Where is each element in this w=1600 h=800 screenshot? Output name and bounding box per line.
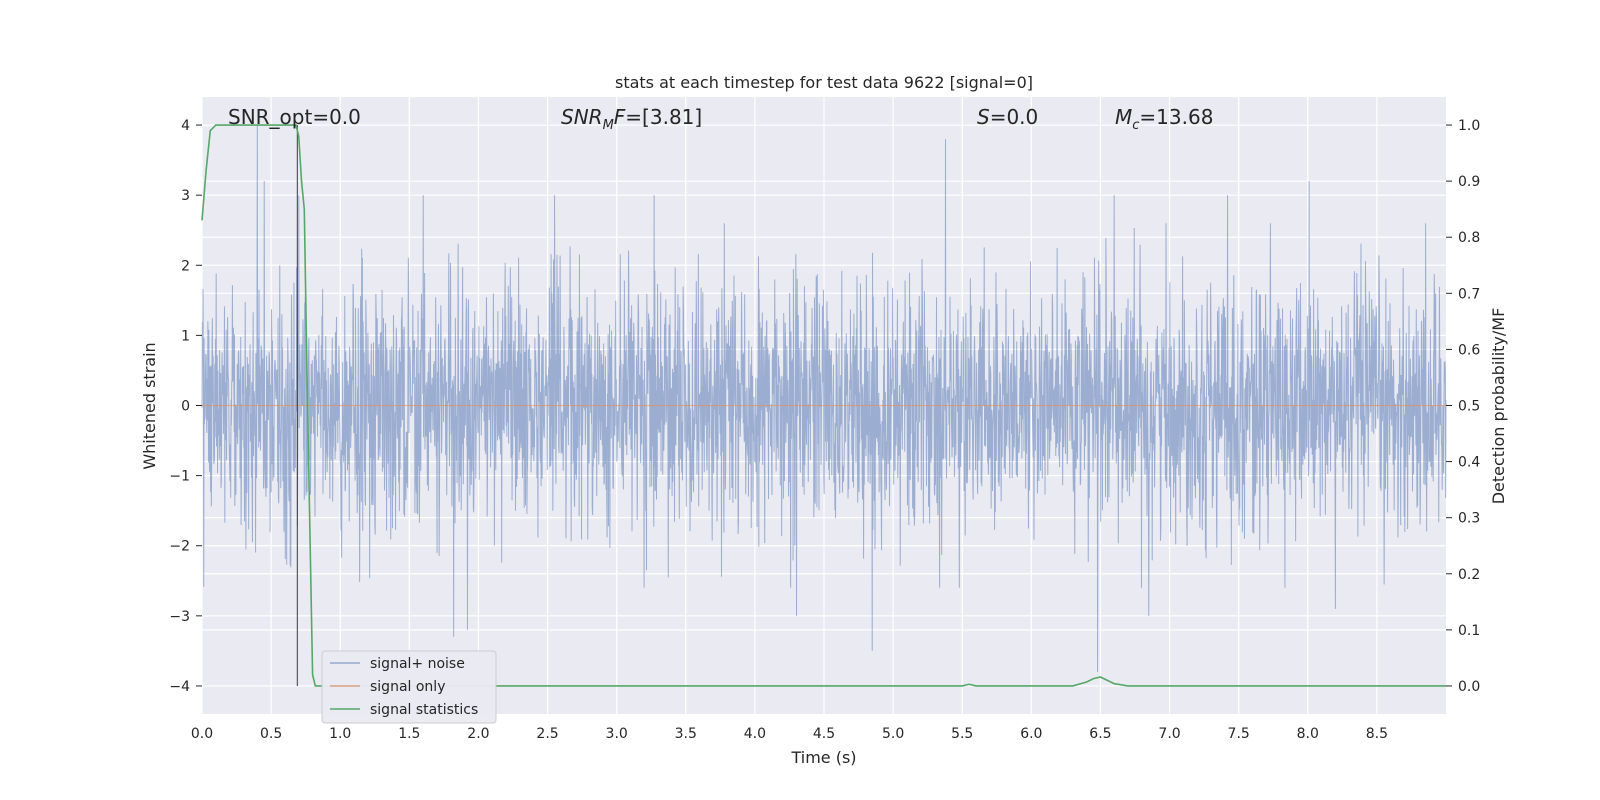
snr-mf-symbol: SNR: [561, 105, 603, 129]
y-right-tick-label: 0.9: [1458, 174, 1480, 190]
legend-box: [321, 650, 497, 724]
y-right-tick-label: 0.4: [1458, 455, 1480, 471]
y-right-tick-label: 0.5: [1458, 399, 1480, 415]
y-tick-label: 4: [181, 118, 190, 134]
y-right-tick-label: 0.1: [1458, 623, 1480, 639]
y-tick-label: 2: [181, 258, 190, 274]
series-lines: [201, 124, 1446, 687]
snr-mf-value: =[3.81]: [625, 105, 702, 129]
x-tick-labels: 0.0 0.5 1.0 1.5 2.0 2.5 3.0 3.5 4.0 4.5 5.0 5.5 6.0 6…: [191, 726, 1388, 742]
y-tick-label: −4: [169, 679, 190, 695]
x-tick-label: 6.0: [1020, 726, 1042, 742]
y-right-tick-labels: 1.0 0.9 0.8 0.7 0.6 0.5 0.4 0.3 0.2 0.1 0.0: [1446, 118, 1480, 695]
legend-label-signal-noise: signal+ noise: [370, 656, 465, 672]
legend-label-signal-only: signal only: [370, 679, 445, 695]
x-tick-label: 3.5: [675, 726, 697, 742]
signal-statistics-line: [201, 124, 1446, 687]
x-tick-label: 1.0: [329, 726, 351, 742]
s-value: =0.0: [990, 105, 1039, 129]
x-tick-label: 7.5: [1228, 726, 1250, 742]
y-right-tick-label: 0.6: [1458, 342, 1480, 358]
y-tick-label: 1: [181, 328, 190, 344]
y-right-tick-label: 1.0: [1458, 118, 1480, 134]
y-axis-label: Whitened strain: [140, 342, 159, 469]
x-tick-label: 6.5: [1089, 726, 1111, 742]
annotation-snr-opt: SNR_opt=0.0: [228, 105, 361, 129]
x-tick-label: 4.0: [744, 726, 766, 742]
annotation-s: S=0.0: [977, 105, 1038, 129]
x-tick-label: 4.5: [813, 726, 835, 742]
y-right-tick-label: 0.8: [1458, 230, 1480, 246]
y-right-tick-label: 0.3: [1458, 511, 1480, 527]
mc-subscript: c: [1132, 118, 1139, 133]
y-tick-label: −1: [169, 469, 190, 485]
y-tick-label: 3: [181, 188, 190, 204]
y-right-axis-label: Detection probability/MF: [1489, 308, 1508, 505]
snr-mf-subscript: M: [603, 118, 614, 133]
y-tick-label: 0: [181, 399, 190, 415]
x-tick-label: 5.0: [882, 726, 904, 742]
x-tick-label: 2.5: [536, 726, 558, 742]
x-tick-label: 7.0: [1158, 726, 1180, 742]
s-symbol: S: [977, 105, 990, 129]
x-tick-label: 3.0: [606, 726, 628, 742]
x-tick-label: 5.5: [951, 726, 973, 742]
y-tick-label: −3: [169, 609, 190, 625]
x-tick-label: 8.0: [1297, 726, 1319, 742]
legend-label-signal-statistics: signal statistics: [370, 702, 478, 718]
x-tick-label: 1.5: [398, 726, 420, 742]
x-tick-label: 0.0: [191, 726, 213, 742]
y-right-tick-label: 0.7: [1458, 286, 1480, 302]
x-tick-label: 2.0: [467, 726, 489, 742]
signal-noise-line: [201, 125, 1447, 672]
mc-value: =13.68: [1139, 105, 1213, 129]
series-signal-noise: [201, 125, 1447, 672]
x-axis-label: Time (s): [790, 748, 856, 767]
chart-title: stats at each timestep for test data 962…: [615, 73, 1033, 92]
mc-symbol: M: [1115, 105, 1132, 129]
x-tick-label: 8.5: [1366, 726, 1388, 742]
x-tick-label: 0.5: [260, 726, 282, 742]
annotation-snr-mf: SNRMF=[3.81]: [561, 105, 702, 133]
y-right-tick-label: 0.0: [1458, 679, 1480, 695]
y-tick-label: −2: [169, 539, 190, 555]
annotation-mc: Mc=13.68: [1115, 105, 1213, 133]
snr-mf-symbol-2: F: [614, 105, 626, 129]
legend: signal+ noise signal only signal statist…: [321, 650, 497, 724]
y-tick-labels: 4 3 2 1 0 −1 −2 −3 −4: [169, 118, 202, 695]
y-right-tick-label: 0.2: [1458, 567, 1480, 583]
